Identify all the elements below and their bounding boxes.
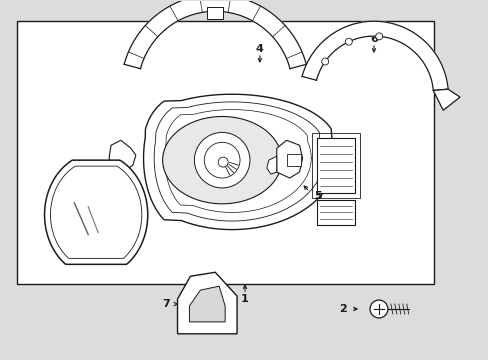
Text: 5: 5 — [314, 191, 322, 201]
Bar — [17, 21, 433, 284]
Polygon shape — [432, 89, 459, 110]
Circle shape — [194, 132, 249, 188]
Circle shape — [345, 38, 351, 45]
Circle shape — [375, 33, 382, 40]
Circle shape — [369, 300, 387, 318]
Circle shape — [204, 142, 240, 178]
Text: 6: 6 — [369, 34, 377, 44]
Bar — [317, 200, 354, 225]
Polygon shape — [177, 272, 237, 334]
Circle shape — [218, 157, 228, 167]
Polygon shape — [143, 94, 336, 230]
Ellipse shape — [163, 117, 281, 204]
Text: 7: 7 — [162, 299, 169, 309]
Bar — [207, 7, 223, 19]
Polygon shape — [124, 0, 305, 69]
Text: 2: 2 — [339, 304, 346, 314]
Polygon shape — [109, 140, 136, 172]
Bar — [317, 138, 354, 193]
Circle shape — [321, 58, 328, 65]
Text: 1: 1 — [241, 294, 248, 304]
Text: 3: 3 — [99, 164, 107, 174]
Polygon shape — [276, 140, 302, 178]
Polygon shape — [189, 286, 224, 322]
Polygon shape — [44, 160, 147, 264]
Bar — [286, 154, 300, 166]
Polygon shape — [302, 21, 447, 90]
Bar — [312, 133, 359, 198]
Polygon shape — [266, 156, 276, 174]
Text: 4: 4 — [255, 44, 264, 54]
